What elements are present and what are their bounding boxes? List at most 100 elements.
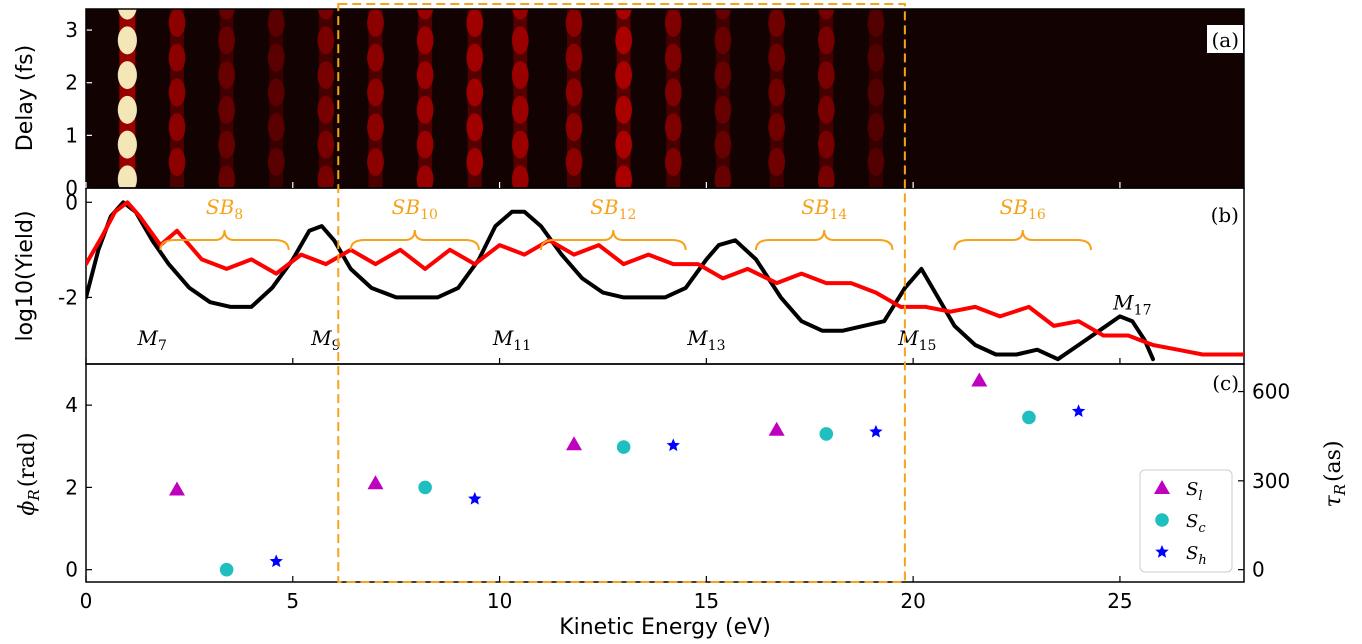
heatmap-blob (868, 113, 885, 141)
heatmap-blob (417, 26, 434, 54)
sideband-label: SB10 (392, 195, 438, 223)
heatmap-blob (268, 78, 285, 106)
heatmap-blob (868, 44, 885, 72)
sideband-label: SB12 (590, 195, 636, 223)
heatmap-blob (367, 113, 384, 141)
heatmap-blob (218, 131, 235, 159)
panel-c-ylabel-right: τR(as) (1321, 440, 1349, 507)
panel-b-frame (86, 188, 1244, 364)
heatmap-blob (512, 96, 529, 124)
heatmap-blob (118, 26, 137, 54)
peak-label: M13 (686, 326, 725, 354)
heatmap-blob (169, 9, 186, 37)
heatmap-blob (317, 131, 334, 159)
y-tick-label: 4 (65, 393, 78, 417)
x-tick-label: 20 (900, 589, 925, 613)
star-marker (270, 554, 283, 567)
sideband-bracket (756, 230, 892, 250)
heatmap-blob (512, 165, 529, 193)
heatmap-blob (868, 78, 885, 106)
y-tick-label: 0 (65, 558, 78, 582)
heatmap-blob (818, 26, 835, 54)
heatmap-blob (868, 148, 885, 176)
circle-marker (819, 427, 833, 441)
y-tick-label: 3 (65, 18, 78, 42)
heatmap-blob (466, 148, 483, 176)
heatmap-blob (317, 96, 334, 124)
peak-label: M11 (492, 326, 531, 354)
heatmap-blob (615, 165, 632, 193)
heatmap-blob (367, 9, 384, 37)
x-tick-label: 25 (1107, 589, 1132, 613)
heatmap-blob (466, 78, 483, 106)
heatmap-blob (566, 113, 583, 141)
x-tick-label: 15 (694, 589, 719, 613)
heatmap-blob (268, 44, 285, 72)
black-yield-line (86, 202, 1153, 359)
legend: SlScSh (1140, 470, 1232, 572)
panel-b-tag: (b) (1211, 203, 1239, 227)
heatmap-blob (317, 165, 334, 193)
heatmap-blob (118, 61, 137, 89)
heatmap-blob (118, 131, 137, 159)
heatmap-blob (868, 9, 885, 37)
y-tick-label: 2 (65, 71, 78, 95)
star-marker (869, 425, 882, 438)
heatmap-blob (818, 61, 835, 89)
circle-marker (1155, 513, 1169, 527)
heatmap-blob (615, 131, 632, 159)
heatmap-blob (615, 96, 632, 124)
heatmap-blob (169, 78, 186, 106)
heatmap-blob (367, 148, 384, 176)
y-right-tick-label: 300 (1252, 469, 1290, 493)
heatmap-blob (615, 61, 632, 89)
triangle-marker (769, 422, 785, 436)
heatmap-blob (268, 113, 285, 141)
heatmap-blob (218, 61, 235, 89)
heatmap-blob (466, 44, 483, 72)
sideband-bracket (955, 230, 1091, 250)
heatmap-blob (566, 9, 583, 37)
heatmap-blob (512, 26, 529, 54)
panel-c-tag: (c) (1212, 371, 1239, 395)
y-tick-label: 1 (65, 123, 78, 147)
heatmap-blob (218, 96, 235, 124)
panel-a-ylabel: Delay (fs) (13, 45, 38, 151)
heatmap-blob (566, 148, 583, 176)
panel-c-ticks: 0 2 4 0 300 600 0 5 10 15 20 25 (65, 182, 1290, 613)
heatmap-blob (715, 96, 732, 124)
heatmap-blob (417, 96, 434, 124)
heatmap-blob (665, 44, 682, 72)
heatmap-blob (566, 78, 583, 106)
heatmap-blob (818, 96, 835, 124)
peak-label: M9 (310, 326, 340, 354)
heatmap-blob (512, 131, 529, 159)
x-axis-label: Kinetic Energy (eV) (559, 615, 771, 640)
heatmap-blob (665, 113, 682, 141)
heatmap-blob (665, 78, 682, 106)
panel-c-points (169, 372, 1085, 576)
star-marker (1072, 404, 1085, 417)
heatmap-blob (615, 26, 632, 54)
heatmap-blob (417, 165, 434, 193)
heatmap-blob (768, 113, 785, 141)
red-yield-line (86, 202, 1244, 354)
heatmap-blob (218, 26, 235, 54)
triangle-marker (566, 436, 582, 450)
heatmap-blob (169, 44, 186, 72)
heatmap-blob (268, 148, 285, 176)
heatmap-blob (317, 26, 334, 54)
x-tick-label: 10 (487, 589, 512, 613)
sideband-bracket (351, 230, 479, 250)
heatmap-blob (466, 9, 483, 37)
heatmap-blob (367, 78, 384, 106)
circle-marker (617, 440, 631, 454)
panel-c-frame (86, 364, 1244, 582)
panel-b-lines (86, 202, 1244, 359)
y-right-tick-label: 0 (1252, 558, 1265, 582)
star-marker (468, 492, 481, 505)
panel-b-ylabel: log10(Yield) (13, 210, 38, 341)
heatmap-blob (818, 131, 835, 159)
heatmap-blob (367, 44, 384, 72)
